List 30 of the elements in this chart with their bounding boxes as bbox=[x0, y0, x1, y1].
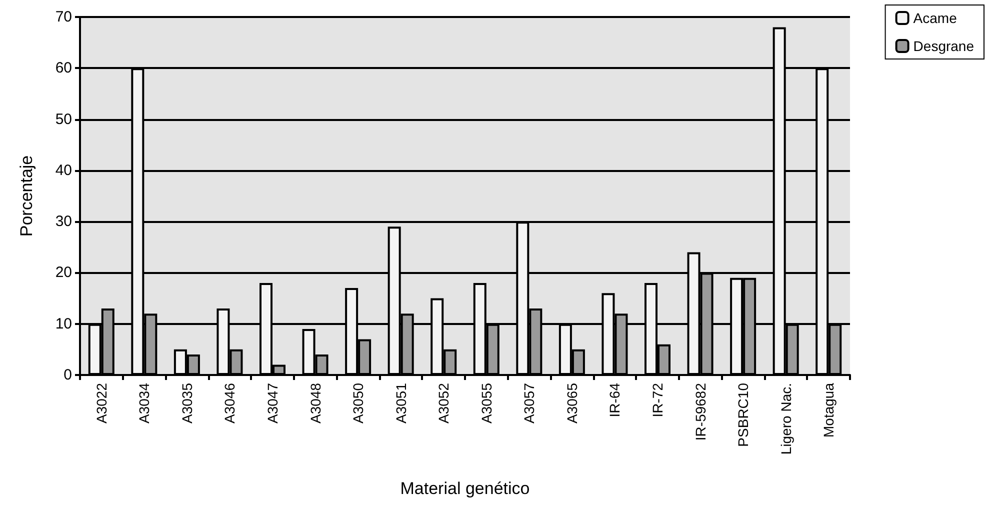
x-tick-label: A3048 bbox=[307, 382, 324, 424]
x-tick-label: Ligero Nac. bbox=[778, 383, 794, 455]
x-tick-label: A3050 bbox=[350, 382, 366, 424]
x-tick-label: A3047 bbox=[264, 382, 280, 424]
x-tick-label: A3065 bbox=[564, 382, 580, 424]
legend-label: Acame bbox=[913, 10, 958, 26]
x-tick-label: IR-72 bbox=[650, 382, 666, 418]
y-tick-label: 60 bbox=[55, 60, 72, 77]
y-tick-label: 30 bbox=[55, 213, 72, 230]
x-tick-label: PSBRC10 bbox=[735, 382, 752, 447]
x-tick-label: A3057 bbox=[521, 382, 538, 424]
x-tick-label: A3022 bbox=[93, 382, 110, 424]
x-tick-label: A3035 bbox=[178, 382, 195, 424]
x-tick-label: A3046 bbox=[222, 382, 238, 424]
y-tick-label: 50 bbox=[55, 110, 72, 128]
y-tick-label: 10 bbox=[55, 315, 72, 332]
y-tick-label: 40 bbox=[55, 162, 72, 179]
x-tick-label: IR-59682 bbox=[692, 382, 708, 441]
legend-label: Desgrane bbox=[913, 38, 974, 54]
x-tick-label: A3055 bbox=[478, 382, 494, 424]
x-tick-label: Motagua bbox=[820, 382, 837, 438]
y-tick-label: 70 bbox=[55, 8, 72, 26]
x-axis-title: Material genético bbox=[400, 479, 530, 498]
x-tick-label: A3034 bbox=[136, 382, 152, 424]
y-axis-title: Porcentaje bbox=[17, 155, 36, 237]
x-tick-label: IR-64 bbox=[606, 382, 623, 418]
x-tick-label: A3052 bbox=[436, 382, 452, 424]
x-tick-label: A3051 bbox=[392, 382, 409, 424]
y-tick-label: 0 bbox=[64, 366, 72, 384]
y-tick-label: 20 bbox=[55, 264, 72, 282]
